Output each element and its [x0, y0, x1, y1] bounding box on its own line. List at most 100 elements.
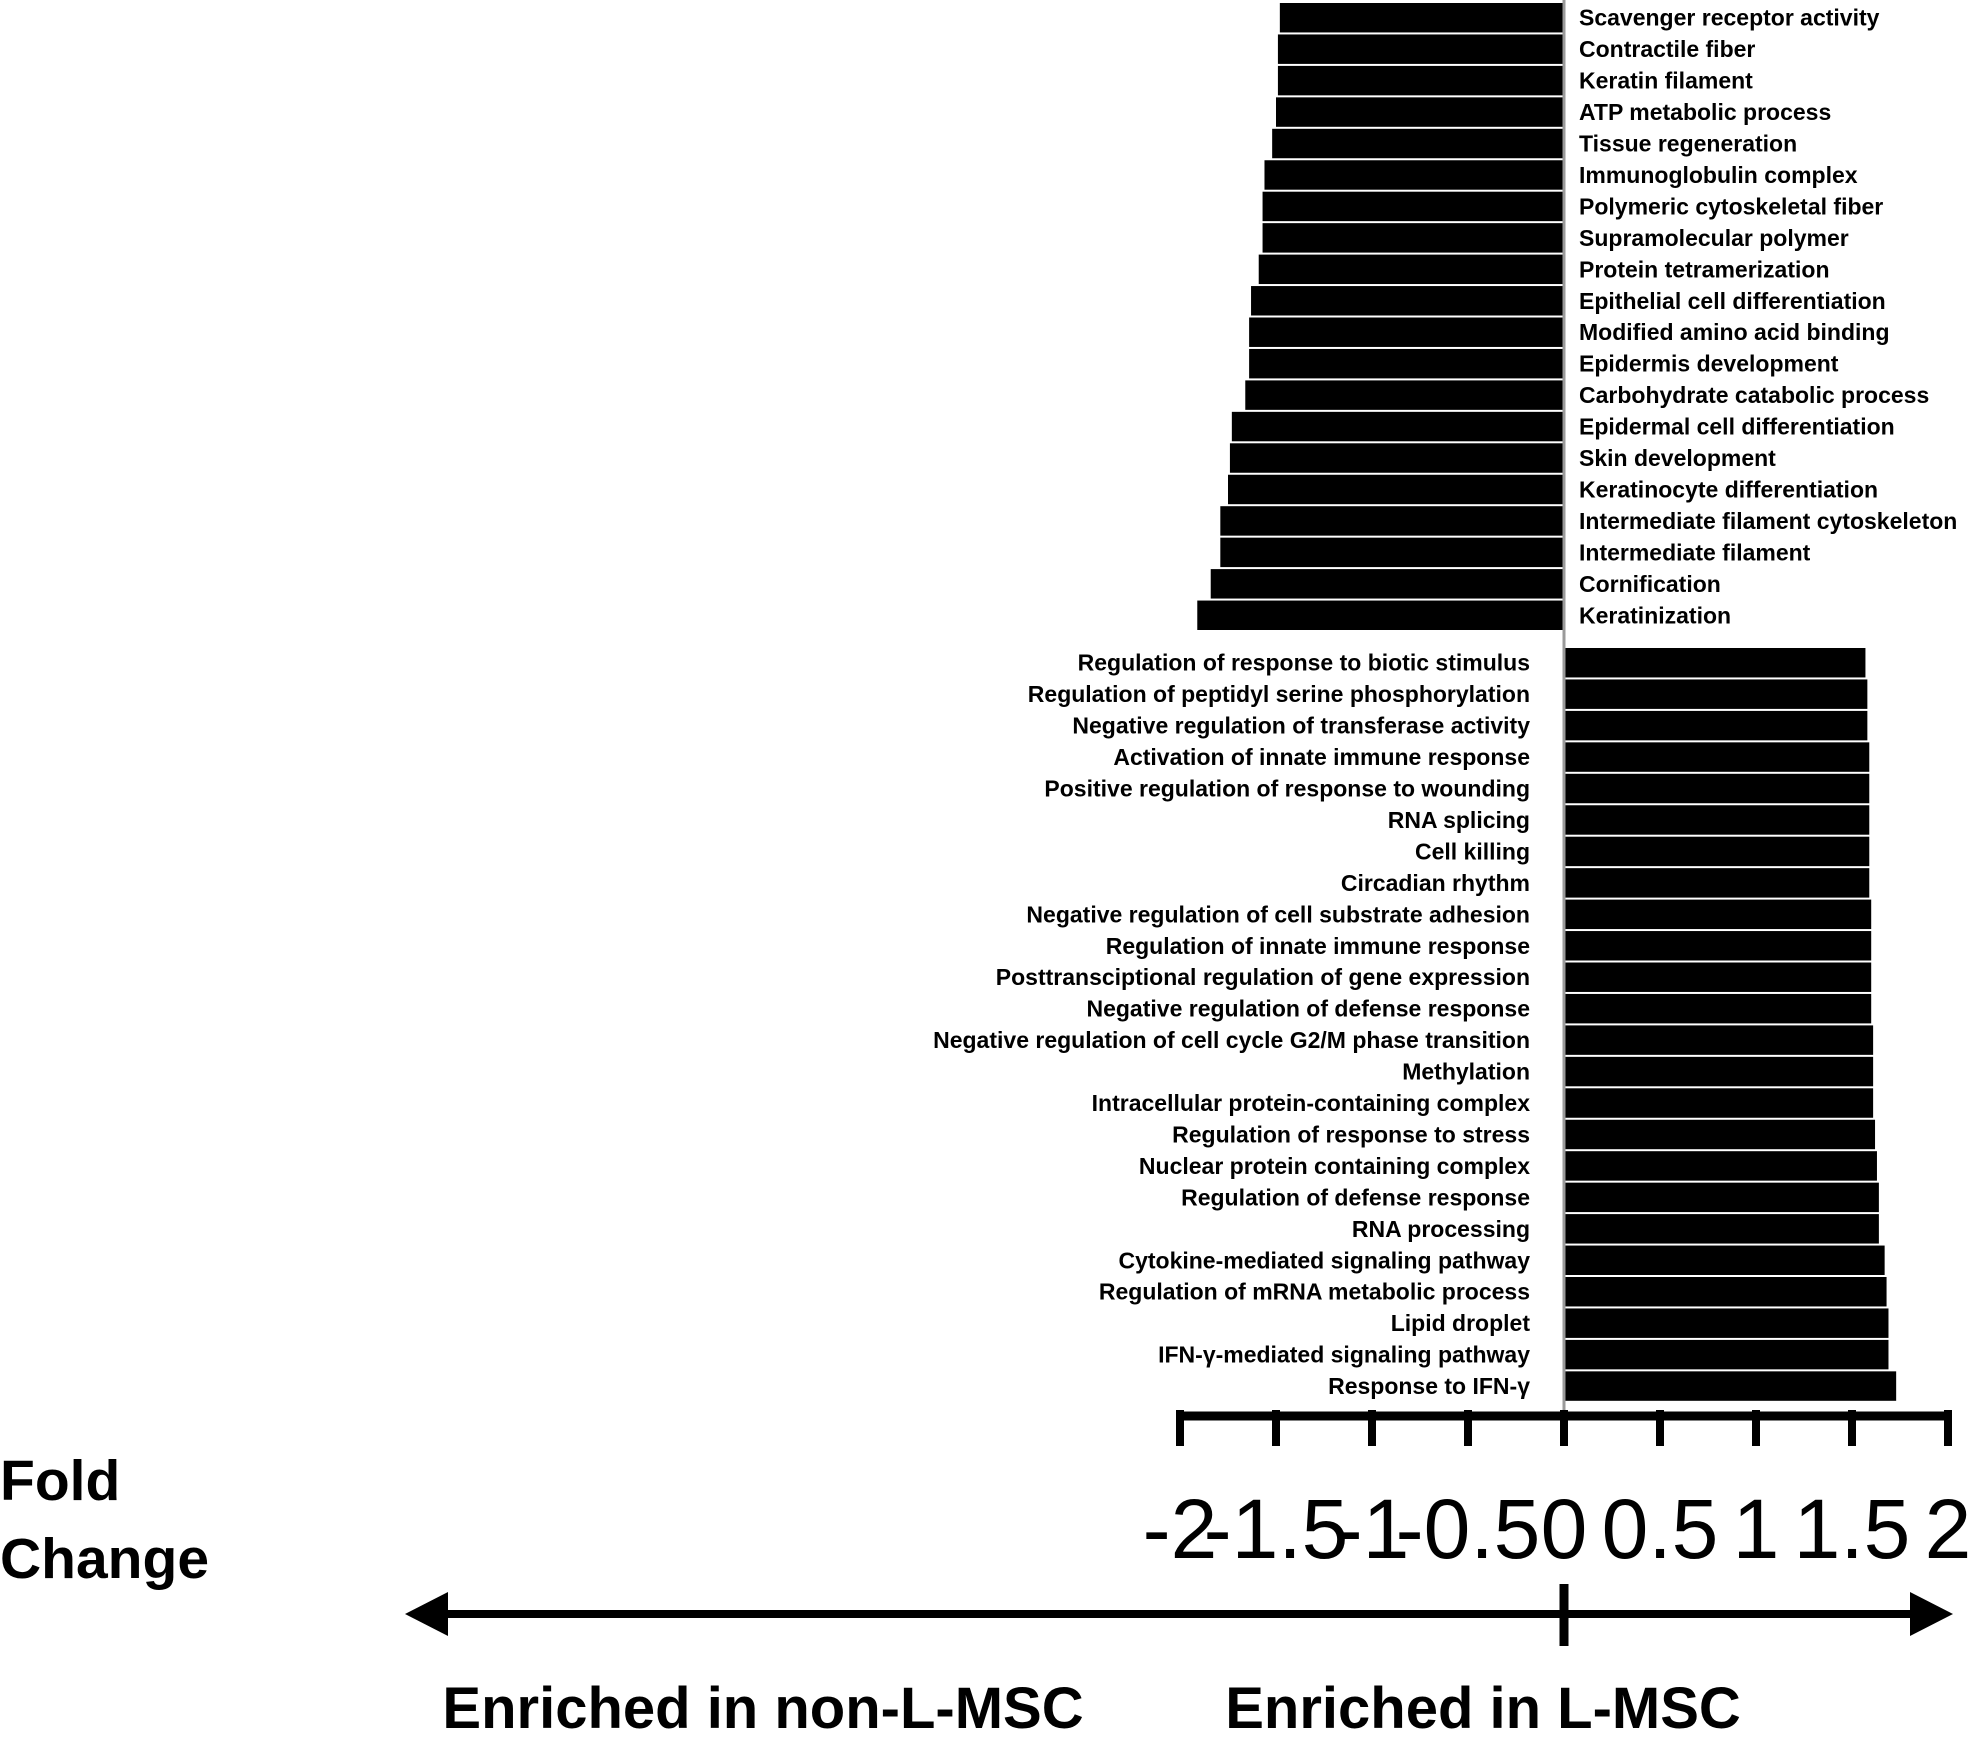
category-label: Polymeric cytoskeletal fiber	[1579, 193, 1883, 219]
category-label: Negative regulation of defense response	[1086, 996, 1530, 1022]
category-label: Cytokine-mediated signaling pathway	[1118, 1247, 1530, 1273]
category-label: Positive regulation of response to wound…	[1044, 776, 1530, 802]
bar	[1210, 569, 1564, 599]
category-label: Regulation of mRNA metabolic process	[1099, 1279, 1530, 1305]
x-tick-label: 1.5	[1794, 1482, 1911, 1576]
bar	[1564, 1119, 1876, 1150]
bar	[1220, 537, 1564, 568]
category-label: Scavenger receptor activity	[1579, 5, 1880, 31]
bar	[1564, 836, 1870, 867]
bar	[1564, 1088, 1874, 1118]
bar	[1231, 411, 1564, 442]
category-label: Skin development	[1579, 445, 1776, 471]
category-label: Circadian rhythm	[1341, 870, 1530, 896]
bar	[1564, 1339, 1889, 1370]
x-tick-label: -2	[1143, 1482, 1218, 1576]
category-label: Regulation of response to biotic stimulu…	[1078, 650, 1530, 676]
bar	[1564, 710, 1868, 741]
bar	[1564, 899, 1872, 930]
bar	[1564, 962, 1872, 992]
x-axis: -2-1.5-1-0.5 0 0.5 1 1.5 2	[1143, 1410, 1969, 1576]
x-tick-label: -1	[1335, 1482, 1410, 1576]
bar	[1277, 34, 1564, 64]
category-label: Nuclear protein containing complex	[1139, 1153, 1530, 1179]
x-tick-label: 0	[1541, 1482, 1588, 1576]
bar	[1249, 317, 1564, 347]
category-label: Keratin filament	[1579, 68, 1753, 94]
bar	[1564, 1151, 1877, 1181]
category-label: Supramolecular polymer	[1579, 225, 1849, 251]
category-label: Lipid droplet	[1391, 1310, 1531, 1336]
category-label: Posttransciptional regulation of gene ex…	[996, 964, 1530, 990]
category-label: Contractile fiber	[1579, 36, 1755, 62]
category-label: Intracellular protein-containing complex	[1092, 1090, 1531, 1116]
x-tick-label: 2	[1925, 1482, 1969, 1576]
bar	[1564, 1277, 1887, 1307]
category-label: Regulation of response to stress	[1172, 1121, 1530, 1147]
x-tick-label: 0.5	[1602, 1482, 1719, 1576]
bar	[1264, 160, 1564, 190]
category-label: Regulation of innate immune response	[1106, 933, 1530, 959]
category-label: Response to IFN-γ	[1328, 1373, 1530, 1399]
bar	[1564, 1245, 1885, 1275]
bar	[1220, 506, 1564, 536]
bar	[1197, 600, 1564, 630]
bar	[1262, 191, 1564, 222]
arrowhead-right	[1910, 1592, 1953, 1636]
bar	[1564, 1056, 1874, 1087]
category-label: Keratinization	[1579, 602, 1731, 628]
category-label: Protein tetramerization	[1579, 256, 1830, 282]
category-label: Modified amino acid binding	[1579, 319, 1890, 345]
category-label: Regulation of defense response	[1181, 1184, 1530, 1210]
bar	[1564, 1308, 1889, 1338]
bar	[1564, 931, 1872, 961]
category-label: Negative regulation of cell substrate ad…	[1026, 901, 1530, 927]
x-axis-title-line-1: Fold	[0, 1449, 120, 1513]
category-label: Intermediate filament cytoskeleton	[1579, 508, 1957, 534]
bar	[1564, 1182, 1879, 1213]
bar	[1272, 128, 1564, 159]
bar	[1564, 679, 1868, 709]
bar-group	[1197, 3, 1897, 1401]
category-label: Cell killing	[1415, 838, 1530, 864]
x-tick-label: 1	[1733, 1482, 1780, 1576]
bar	[1564, 773, 1870, 804]
bar	[1276, 97, 1564, 127]
x-tick-label: -0.5	[1396, 1482, 1541, 1576]
category-label: RNA processing	[1352, 1216, 1530, 1242]
category-label: Epidermal cell differentiation	[1579, 414, 1895, 440]
category-label: Tissue regeneration	[1579, 131, 1797, 157]
bar	[1564, 805, 1870, 835]
bar	[1228, 474, 1564, 505]
direction-arrow	[405, 1584, 1953, 1646]
category-label: Cornification	[1579, 571, 1721, 597]
x-axis-title-line-2: Change	[0, 1527, 209, 1591]
arrowhead-left	[405, 1592, 448, 1636]
bar	[1564, 1214, 1879, 1244]
category-label-group: Scavenger receptor activity Contractile f…	[933, 5, 1957, 1399]
x-tick-label: -1.5	[1204, 1482, 1349, 1576]
category-label: Immunoglobulin complex	[1579, 162, 1858, 188]
bar	[1279, 3, 1564, 33]
bar	[1564, 742, 1870, 772]
category-label: Activation of innate immune response	[1113, 744, 1530, 770]
bar	[1245, 380, 1564, 410]
bar	[1564, 868, 1870, 898]
direction-label-right: Enriched in L-MSC	[1225, 1676, 1741, 1740]
bar	[1249, 348, 1564, 379]
category-label: Negative regulation of transferase activ…	[1072, 713, 1530, 739]
bar	[1277, 65, 1564, 96]
category-label: Epithelial cell differentiation	[1579, 288, 1886, 314]
direction-label-left: Enriched in non-L-MSC	[442, 1676, 1083, 1740]
bar	[1564, 993, 1872, 1024]
bar	[1564, 1025, 1874, 1055]
bar	[1258, 254, 1564, 285]
category-label: RNA splicing	[1388, 807, 1530, 833]
bar	[1251, 286, 1564, 316]
category-label: Methylation	[1402, 1059, 1530, 1085]
category-label: Keratinocyte differentiation	[1579, 476, 1878, 502]
category-label: IFN-γ-mediated signaling pathway	[1158, 1342, 1530, 1368]
bar	[1564, 648, 1866, 678]
category-label: Negative regulation of cell cycle G2/M p…	[933, 1027, 1530, 1053]
